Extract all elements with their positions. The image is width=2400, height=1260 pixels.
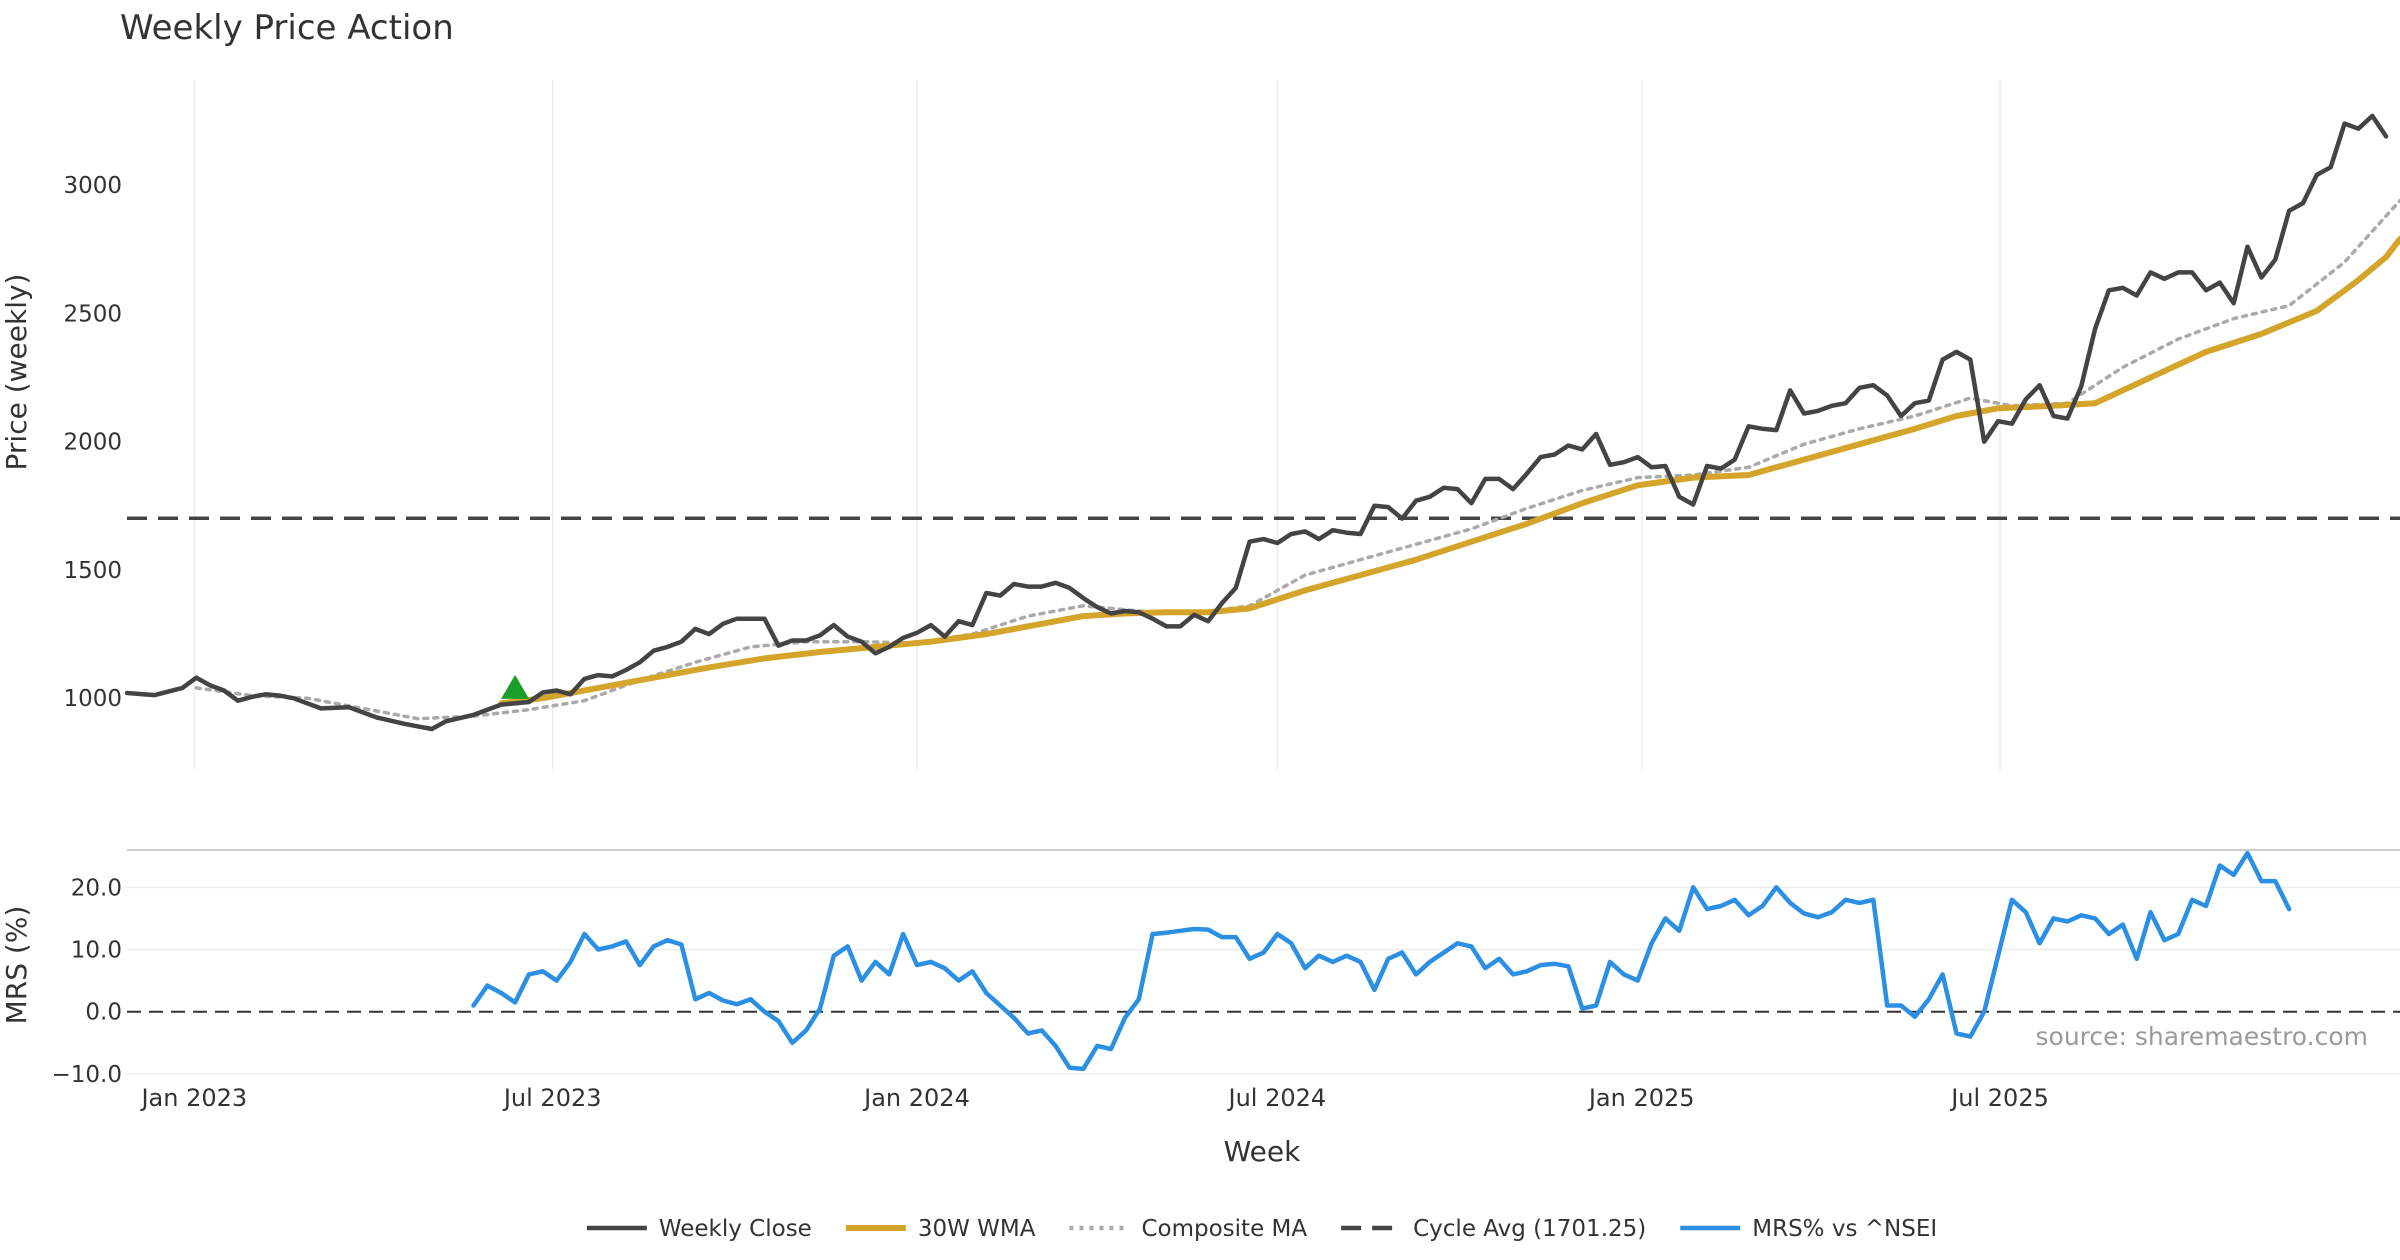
legend-label-composite-ma: Composite MA — [1141, 1216, 1307, 1242]
x-tick-jan-2023: Jan 2023 — [139, 1084, 247, 1112]
source-note: source: sharemaestro.com — [2036, 1022, 2369, 1051]
x-axis-label: Week — [1224, 1135, 1301, 1168]
buy-signal-marker — [501, 674, 530, 699]
series-weekly-close — [124, 113, 2389, 732]
mrs-y-tick-10-0: −10.0 — [52, 1062, 122, 1088]
x-tick-jul-2025: Jul 2025 — [1949, 1084, 2049, 1112]
series-mrs-vs-nsei — [471, 850, 2292, 1072]
series-composite-ma — [194, 198, 2400, 721]
legend-label-cycle-avg-1701-25: Cycle Avg (1701.25) — [1413, 1216, 1646, 1242]
price-panel-grid — [193, 80, 2001, 770]
legend-label-weekly-close: Weekly Close — [659, 1216, 812, 1242]
price-y-axis-label: Price (weekly) — [0, 274, 33, 471]
mrs-y-axis-label: MRS (%) — [0, 906, 33, 1025]
mrs-y-tick-labels: −10.0 0.0 10.0 20.0 — [52, 875, 122, 1088]
mrs-y-tick-10-0: 10.0 — [71, 938, 122, 964]
chart-title: Weekly Price Action — [120, 8, 454, 48]
series-30w-wma — [498, 236, 2400, 707]
legend-label-mrs-vs-nsei: MRS% vs ^NSEI — [1752, 1216, 1937, 1242]
legend-label-30w-wma: 30W WMA — [918, 1216, 1036, 1242]
price-y-tick-3000: 3000 — [63, 173, 122, 199]
legend: Weekly Close 30W WMA Composite MA Cycle Avg… — [586, 1216, 1937, 1242]
price-y-tick-2500: 2500 — [63, 301, 122, 327]
x-tick-jul-2023: Jul 2023 — [502, 1084, 602, 1112]
price-y-tick-1500: 1500 — [63, 558, 122, 584]
x-tick-labels: Jan 2023 Jul 2023 Jan 2024 Jul 2024 Jan 2025… — [139, 1084, 2048, 1112]
price-y-tick-2000: 2000 — [63, 430, 122, 456]
mrs-y-tick-0-0: 0.0 — [85, 1000, 122, 1026]
price-panel — [124, 113, 2400, 732]
x-tick-jul-2024: Jul 2024 — [1227, 1084, 1327, 1112]
mrs-panel — [127, 850, 2400, 1072]
price-y-tick-labels: 1000 1500 2000 2500 3000 — [63, 173, 122, 712]
x-tick-jan-2025: Jan 2025 — [1587, 1084, 1695, 1112]
price-y-tick-1000: 1000 — [63, 686, 122, 712]
mrs-y-tick-20-0: 20.0 — [71, 875, 122, 901]
x-tick-jan-2024: Jan 2024 — [862, 1084, 970, 1112]
